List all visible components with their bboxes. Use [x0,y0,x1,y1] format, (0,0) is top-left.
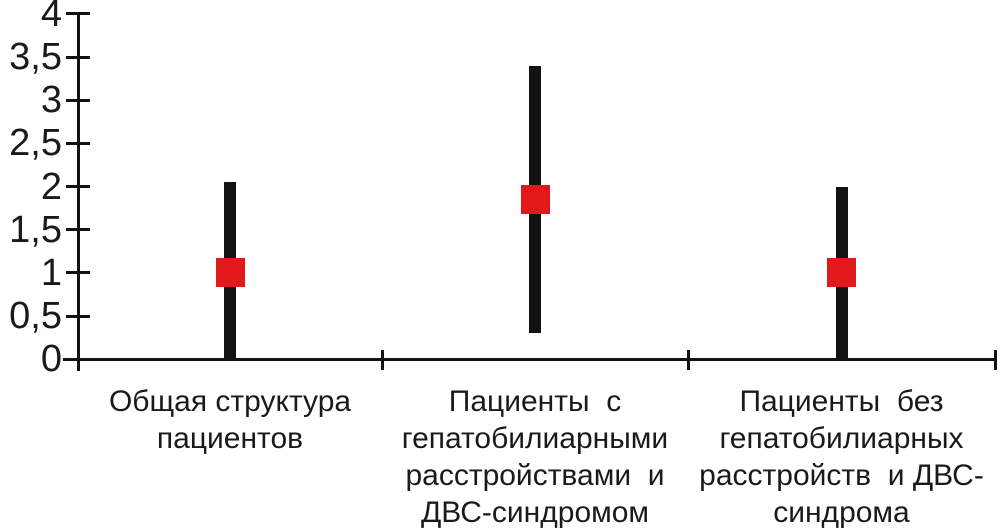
y-tick-label: 1,5 [9,208,62,251]
category-label-line: Пациенты с [448,385,622,418]
y-tick [66,228,90,232]
category-label-line: Пациенты без [739,385,944,418]
y-tick [66,271,90,275]
category-label-line: расстройствами и [405,459,665,492]
y-tick [66,185,90,189]
y-tick [66,98,90,102]
category-label-line: синдрома [773,496,910,529]
category-label-line: гепатобилиарными [401,422,669,455]
x-tick [380,350,384,370]
y-tick-label: 2 [40,165,62,208]
category-label: Общая структура пациентов [65,383,395,457]
y-tick-label: 4 [40,0,62,35]
x-tick [993,350,997,370]
y-tick-label: 0,5 [9,295,62,338]
category-label: Пациенты с гепатобилиарными расстройствами… [370,383,700,531]
category-label: Пациенты без гепатобилиарных расстройств и… [677,383,1001,531]
y-tick [66,314,90,318]
point-marker [520,185,550,215]
y-tick-label: 2,5 [9,122,62,165]
x-tick [686,350,690,370]
category-label-line: гепатобилиарных [719,422,964,455]
point-marker [215,258,245,288]
y-tick-label: 1 [40,251,62,294]
x-axis-line [63,357,996,361]
y-tick [66,141,90,145]
category-label-line: пациентов [156,422,304,455]
y-tick-label: 3,5 [9,36,62,79]
y-tick [66,12,90,16]
y-tick [66,55,90,59]
category-label-line: расстройств и ДВС- [699,459,984,492]
point-marker [827,258,856,288]
y-axis-line [76,12,80,371]
category-label-line: ДВС-синдромом [420,496,650,529]
y-tick-label: 3 [40,79,62,122]
y-tick-label: 0 [40,338,62,381]
category-label-line: Общая структура [108,385,352,418]
